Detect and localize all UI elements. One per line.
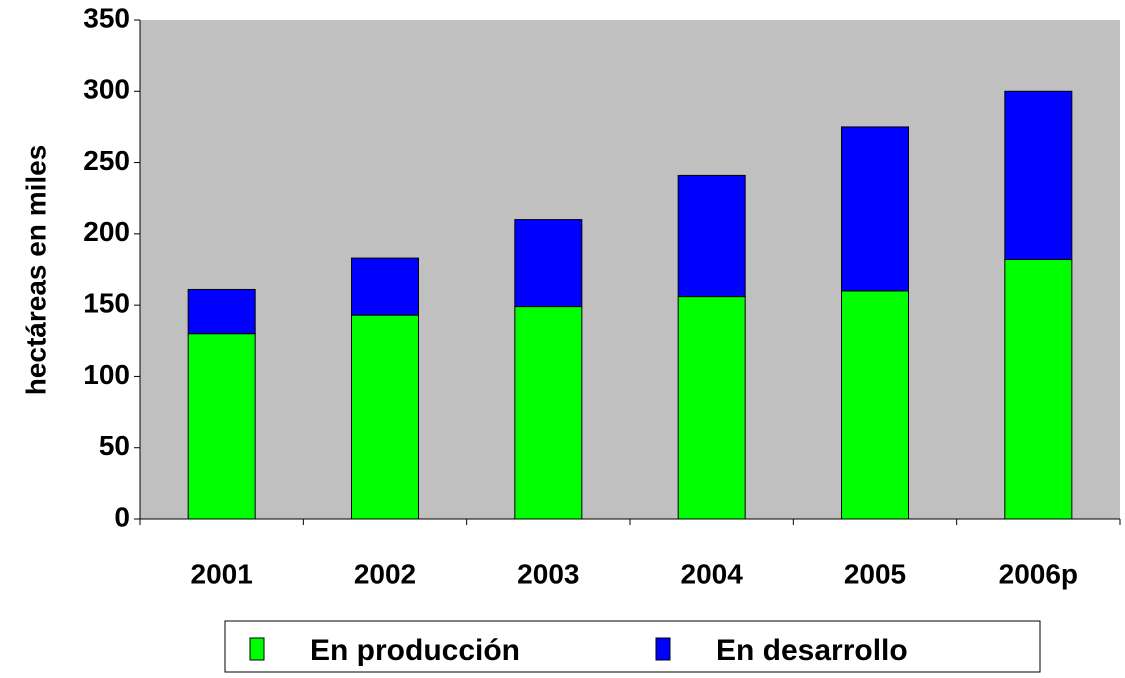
x-tick-label: 2006p — [999, 558, 1078, 589]
bar-segment — [677, 174, 746, 298]
bar-segment — [841, 290, 909, 520]
x-tick-label: 2002 — [354, 558, 416, 589]
bar-segment — [841, 126, 909, 292]
y-tick-label: 50 — [99, 430, 130, 461]
legend-label: En desarrollo — [716, 634, 908, 667]
y-tick-label: 150 — [83, 288, 130, 319]
y-tick-label: 250 — [83, 145, 130, 176]
x-tick-label: 2003 — [517, 558, 579, 589]
y-tick-label: 100 — [83, 359, 130, 390]
y-tick-label: 350 — [83, 2, 130, 33]
legend-box — [224, 620, 1041, 673]
legend-label: En producción — [310, 634, 520, 667]
x-tick-label: 2005 — [844, 558, 906, 589]
x-tick-label: 2004 — [681, 558, 744, 589]
bar-segment — [1004, 259, 1073, 520]
bar-segment — [187, 333, 256, 520]
y-tick-label: 200 — [83, 216, 130, 247]
bar-segment — [677, 296, 746, 520]
bar-segment — [514, 219, 583, 308]
bar-segment — [351, 314, 419, 520]
bar-segment — [1004, 90, 1073, 261]
y-tick-label: 300 — [83, 74, 130, 105]
x-tick-label: 2001 — [191, 558, 253, 589]
plot-area — [140, 20, 1120, 519]
bar-segment — [351, 257, 419, 316]
legend-marker — [249, 637, 265, 661]
bar-segment — [514, 306, 583, 520]
bar-segment — [187, 288, 256, 335]
y-axis-label: hectáreas en miles — [20, 145, 51, 396]
legend-marker — [655, 637, 671, 661]
y-tick-label: 0 — [114, 501, 130, 532]
